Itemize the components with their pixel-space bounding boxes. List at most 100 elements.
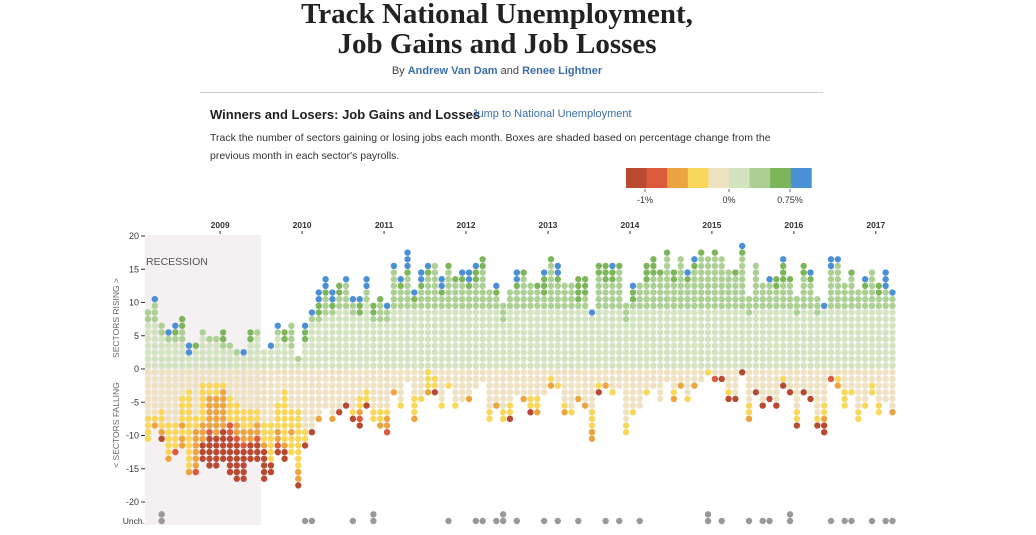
dot-rising <box>711 355 719 363</box>
dot-rising <box>308 355 316 363</box>
jump-to-unemployment-link[interactable]: Jump to National Unemployment <box>472 108 632 120</box>
month-column <box>841 282 848 525</box>
dot-rising <box>793 302 801 310</box>
dot-rising <box>308 342 316 349</box>
dot-falling <box>281 435 288 443</box>
dot-rising <box>336 342 343 349</box>
dot-falling <box>465 369 473 376</box>
dot-falling <box>588 428 596 436</box>
dot-falling <box>226 402 234 409</box>
dot-falling <box>308 382 316 389</box>
dot-rising <box>629 315 637 323</box>
dot-rising <box>766 355 773 363</box>
dot-falling <box>622 422 630 429</box>
dot-rising <box>397 276 404 283</box>
dot-falling <box>240 475 247 482</box>
dot-falling <box>370 415 377 423</box>
dot-rising <box>670 309 678 316</box>
dot-rising <box>616 342 623 349</box>
dot-falling <box>773 375 780 383</box>
dot-rising <box>404 335 411 343</box>
dot-rising <box>479 349 486 356</box>
author-link-1[interactable]: Andrew Van Dam <box>407 65 498 77</box>
dot-falling <box>732 389 739 396</box>
dot-falling <box>185 415 193 423</box>
dot-falling <box>295 415 302 423</box>
dot-unchanged <box>499 517 507 525</box>
dot-rising <box>493 289 500 296</box>
dot-rising <box>663 362 671 369</box>
dot-rising <box>718 322 725 329</box>
dot-falling <box>233 395 240 403</box>
dot-rising <box>718 295 725 303</box>
dot-rising <box>363 329 370 336</box>
dot-rising <box>855 302 862 310</box>
dot-rising <box>418 282 425 290</box>
month-column <box>397 276 404 409</box>
dot-falling <box>315 375 322 383</box>
dot-falling <box>233 428 240 436</box>
dot-rising <box>827 282 835 290</box>
dot-falling <box>219 382 227 389</box>
dot-rising <box>616 302 623 310</box>
dot-rising <box>199 329 206 336</box>
month-column <box>458 269 466 403</box>
dot-falling <box>622 415 630 423</box>
dot-rising <box>609 282 616 290</box>
dot-falling <box>411 409 418 416</box>
dot-rising <box>349 309 357 316</box>
dot-falling <box>820 389 828 396</box>
dot-rising <box>472 262 480 270</box>
dot-rising <box>588 355 596 363</box>
dot-rising <box>411 302 418 310</box>
dot-rising <box>486 289 493 296</box>
dot-falling <box>199 448 206 456</box>
dot-rising <box>677 355 684 363</box>
dot-rising <box>431 262 439 270</box>
dot-falling <box>431 375 439 383</box>
dot-rising <box>445 362 452 369</box>
dot-rising <box>534 309 541 316</box>
dot-rising <box>356 295 363 303</box>
dot-rising <box>458 315 466 323</box>
dot-rising <box>465 362 473 369</box>
dot-rising <box>588 322 596 329</box>
dot-rising <box>390 269 398 276</box>
dot-rising <box>711 276 719 283</box>
dot-rising <box>383 362 391 369</box>
dot-falling <box>288 409 295 416</box>
dot-falling <box>322 389 329 396</box>
dot-falling <box>438 395 445 403</box>
dot-rising <box>520 329 527 336</box>
dot-rising <box>411 289 418 296</box>
dot-rising <box>165 355 172 363</box>
dot-rising <box>192 362 200 369</box>
x-tick-label: 2012 <box>457 220 476 230</box>
dot-falling <box>206 435 213 443</box>
dot-rising <box>458 309 466 316</box>
dot-falling <box>431 389 439 396</box>
dot-rising <box>841 282 848 290</box>
dot-falling <box>199 428 206 436</box>
dot-falling <box>254 455 261 462</box>
dot-falling <box>288 415 295 423</box>
author-link-2[interactable]: Renee Lightner <box>522 65 603 77</box>
x-tick-label: 2015 <box>702 220 721 230</box>
dot-rising <box>759 289 766 296</box>
dot-falling <box>213 455 220 462</box>
dot-falling <box>363 369 370 376</box>
dot-rising <box>540 362 548 369</box>
dot-falling <box>165 435 172 443</box>
dot-rising <box>329 349 336 356</box>
dot-rising <box>766 282 773 290</box>
dot-rising <box>841 322 848 329</box>
dot-rising <box>383 309 391 316</box>
dot-rising <box>684 269 691 276</box>
x-tick-label: 2017 <box>866 220 885 230</box>
dot-falling <box>192 455 200 462</box>
dot-falling <box>766 375 773 383</box>
dot-rising <box>670 335 678 343</box>
dot-rising <box>800 315 807 323</box>
dot-falling <box>520 375 527 383</box>
dot-falling <box>247 415 254 423</box>
